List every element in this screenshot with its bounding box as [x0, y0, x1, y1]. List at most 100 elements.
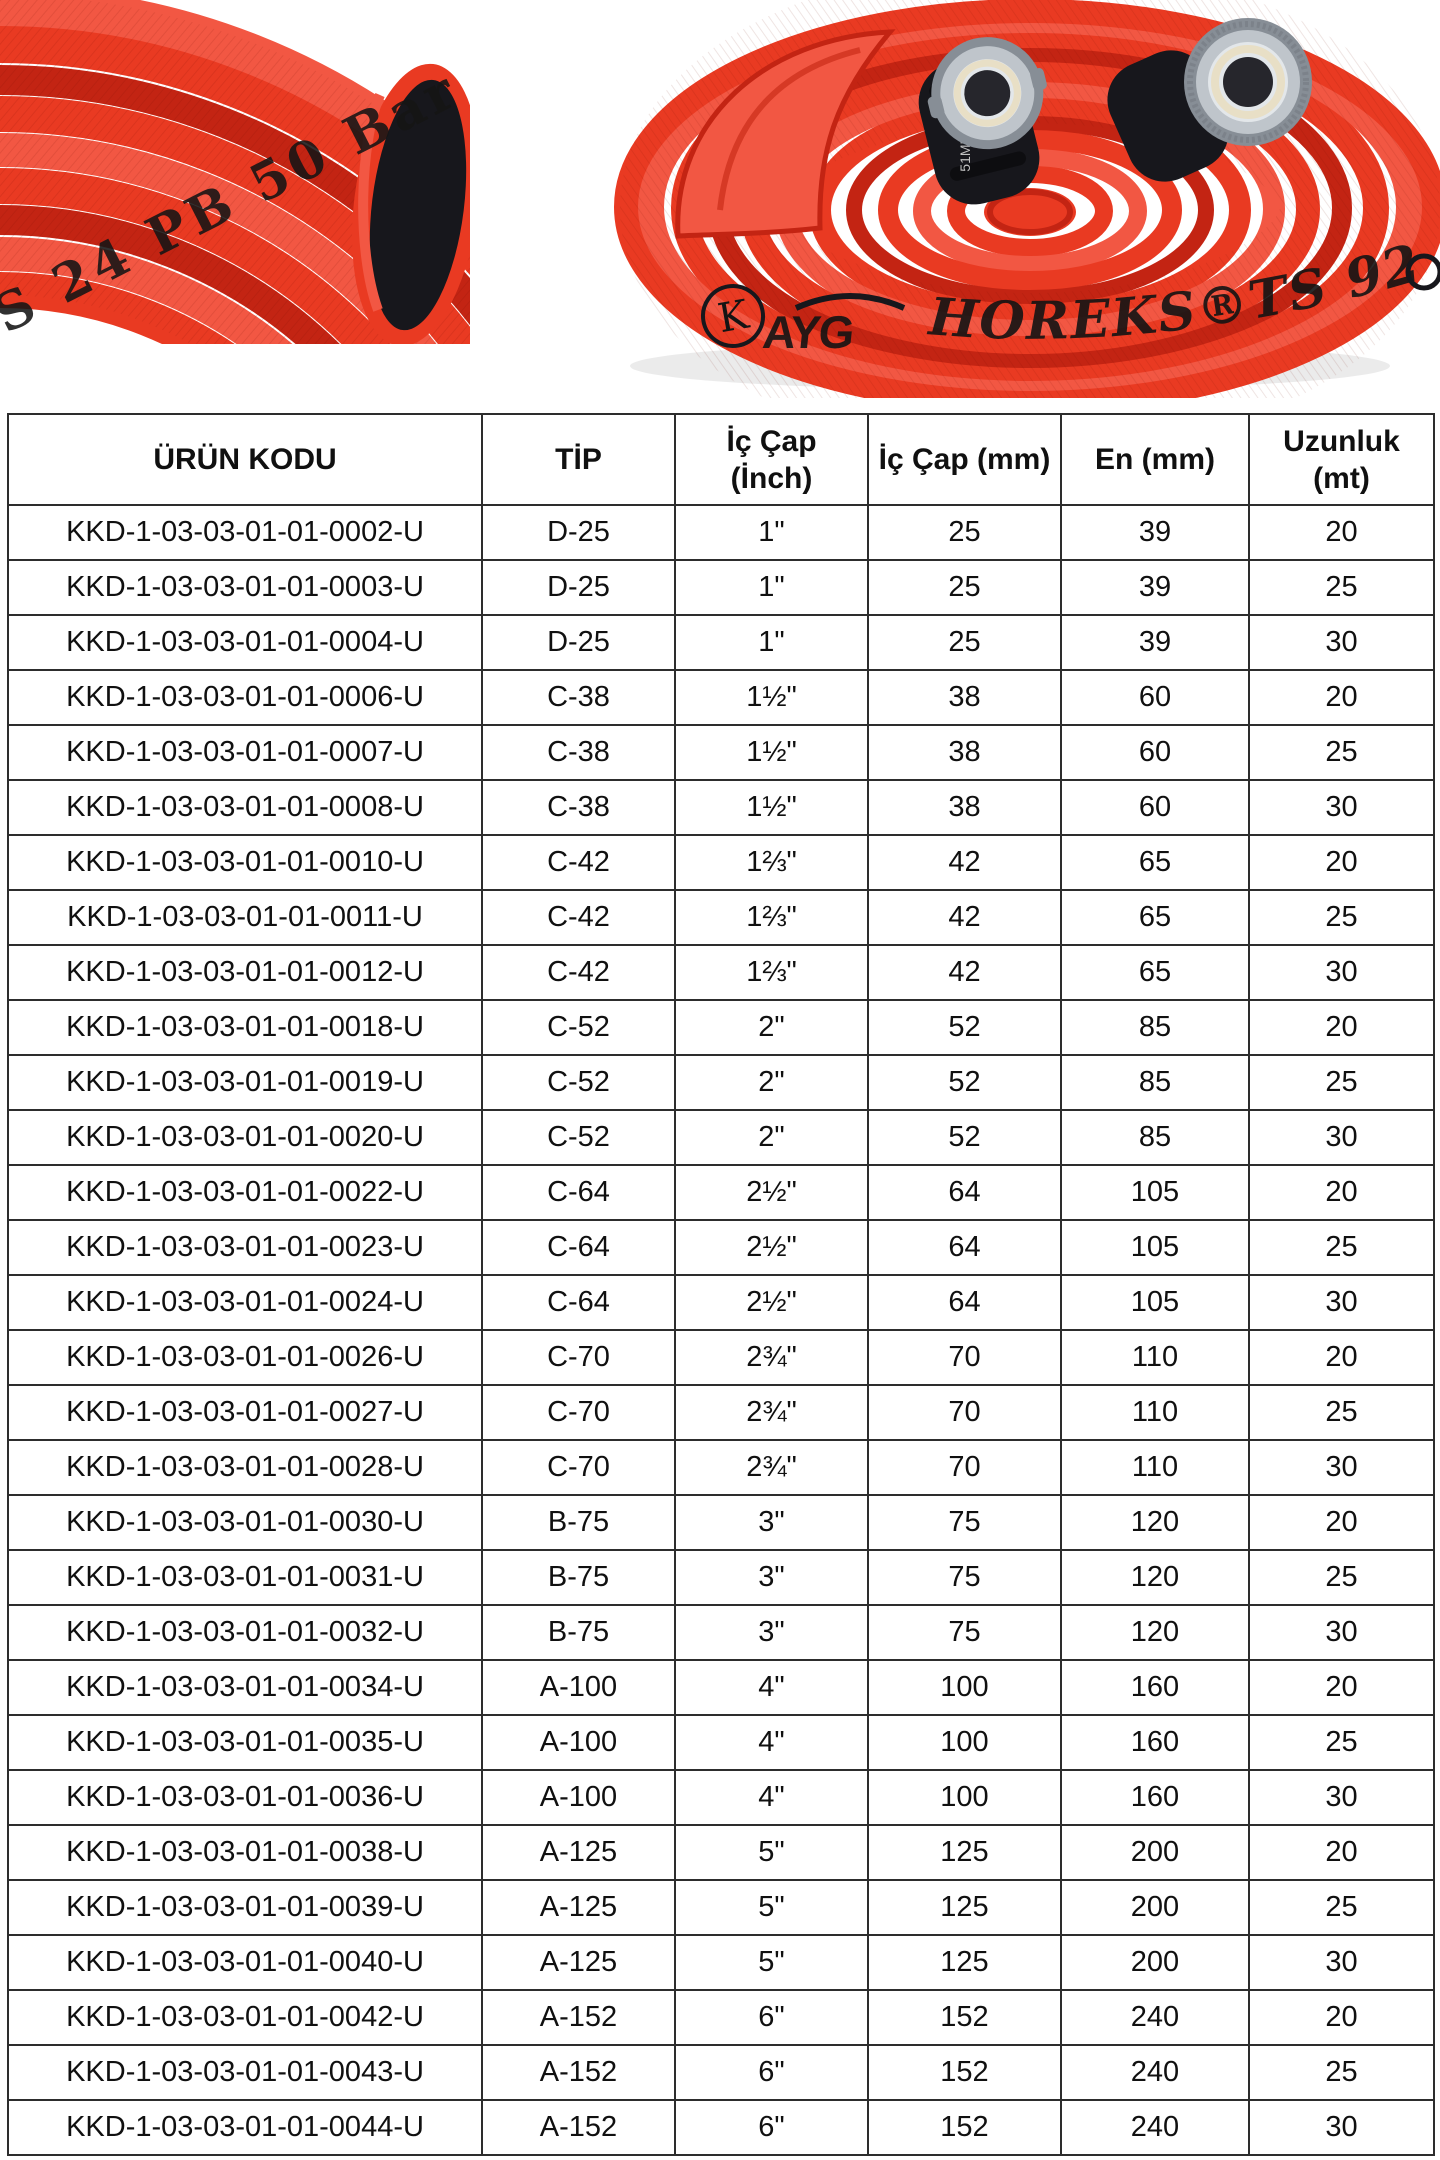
cell-type: A-152 [481, 1989, 676, 2046]
cell-inner-diameter-inch: 2¾" [674, 1439, 869, 1496]
table-row: KKD-1-03-03-01-01-0039-U A-125 5" 125 20… [7, 1879, 1435, 1936]
cell-width-mm: 65 [1060, 944, 1250, 1001]
cell-inner-diameter-inch: 3" [674, 1604, 869, 1661]
table-row: KKD-1-03-03-01-01-0026-U C-70 2¾" 70 110… [7, 1329, 1435, 1386]
cell-product-code: KKD-1-03-03-01-01-0007-U [7, 724, 483, 781]
header-length-mt: Uzunluk (mt) [1248, 413, 1435, 506]
cell-inner-diameter-mm: 52 [867, 1054, 1062, 1111]
table-row: KKD-1-03-03-01-01-0022-U C-64 2½" 64 105… [7, 1164, 1435, 1221]
cell-product-code: KKD-1-03-03-01-01-0032-U [7, 1604, 483, 1661]
table-row: KKD-1-03-03-01-01-0020-U C-52 2" 52 85 3… [7, 1109, 1435, 1166]
header-width-mm: En (mm) [1060, 413, 1250, 506]
cell-width-mm: 120 [1060, 1494, 1250, 1551]
table-row: KKD-1-03-03-01-01-0030-U B-75 3" 75 120 … [7, 1494, 1435, 1551]
cell-inner-diameter-mm: 100 [867, 1714, 1062, 1771]
cell-length-mt: 20 [1248, 504, 1435, 561]
cell-type: A-100 [481, 1769, 676, 1826]
cell-product-code: KKD-1-03-03-01-01-0035-U [7, 1714, 483, 1771]
cell-length-mt: 20 [1248, 669, 1435, 726]
cell-inner-diameter-mm: 125 [867, 1879, 1062, 1936]
cell-width-mm: 105 [1060, 1274, 1250, 1331]
cell-length-mt: 30 [1248, 1604, 1435, 1661]
cell-length-mt: 25 [1248, 1054, 1435, 1111]
table-row: KKD-1-03-03-01-01-0042-U A-152 6" 152 24… [7, 1989, 1435, 2046]
hose-coupling-right [1107, 18, 1312, 182]
cell-width-mm: 200 [1060, 1934, 1250, 1991]
header-inner-diameter-mm: İç Çap (mm) [867, 413, 1062, 506]
cell-inner-diameter-inch: 1⅔" [674, 889, 869, 946]
table-row: KKD-1-03-03-01-01-0038-U A-125 5" 125 20… [7, 1824, 1435, 1881]
cell-type: A-125 [481, 1824, 676, 1881]
cell-product-code: KKD-1-03-03-01-01-0019-U [7, 1054, 483, 1111]
cell-inner-diameter-mm: 42 [867, 889, 1062, 946]
cell-width-mm: 60 [1060, 779, 1250, 836]
cell-type: D-25 [481, 614, 676, 671]
table-row: KKD-1-03-03-01-01-0006-U C-38 1½" 38 60 … [7, 669, 1435, 726]
cell-length-mt: 25 [1248, 889, 1435, 946]
cell-width-mm: 160 [1060, 1769, 1250, 1826]
cell-length-mt: 30 [1248, 1274, 1435, 1331]
cell-length-mt: 20 [1248, 1329, 1435, 1386]
cell-inner-diameter-mm: 70 [867, 1439, 1062, 1496]
product-spec-table: ÜRÜN KODU TİP İç Çap (İnch) İç Çap (mm) … [7, 413, 1435, 2156]
table-row: KKD-1-03-03-01-01-0008-U C-38 1½" 38 60 … [7, 779, 1435, 836]
cell-inner-diameter-mm: 100 [867, 1659, 1062, 1716]
cell-length-mt: 20 [1248, 1164, 1435, 1221]
cell-product-code: KKD-1-03-03-01-01-0030-U [7, 1494, 483, 1551]
header-product-code: ÜRÜN KODU [7, 413, 483, 506]
cell-type: C-64 [481, 1164, 676, 1221]
cell-inner-diameter-mm: 42 [867, 944, 1062, 1001]
cell-length-mt: 20 [1248, 1494, 1435, 1551]
cell-type: A-152 [481, 2044, 676, 2101]
cell-length-mt: 20 [1248, 834, 1435, 891]
cell-product-code: KKD-1-03-03-01-01-0012-U [7, 944, 483, 1001]
cell-inner-diameter-mm: 75 [867, 1549, 1062, 1606]
cell-product-code: KKD-1-03-03-01-01-0018-U [7, 999, 483, 1056]
cell-inner-diameter-mm: 25 [867, 559, 1062, 616]
header-length-mt-line1: Uzunluk [1283, 424, 1400, 458]
cell-inner-diameter-inch: 2" [674, 1054, 869, 1111]
cell-product-code: KKD-1-03-03-01-01-0031-U [7, 1549, 483, 1606]
cell-length-mt: 20 [1248, 1989, 1435, 2046]
cell-type: D-25 [481, 504, 676, 561]
cell-width-mm: 160 [1060, 1714, 1250, 1771]
cell-inner-diameter-mm: 125 [867, 1824, 1062, 1881]
cell-inner-diameter-mm: 38 [867, 779, 1062, 836]
cell-product-code: KKD-1-03-03-01-01-0026-U [7, 1329, 483, 1386]
cell-inner-diameter-inch: 4" [674, 1714, 869, 1771]
cell-width-mm: 120 [1060, 1604, 1250, 1661]
table-row: KKD-1-03-03-01-01-0036-U A-100 4" 100 16… [7, 1769, 1435, 1826]
cell-length-mt: 30 [1248, 1109, 1435, 1166]
cell-product-code: KKD-1-03-03-01-01-0006-U [7, 669, 483, 726]
cell-width-mm: 200 [1060, 1824, 1250, 1881]
cell-inner-diameter-inch: 1⅔" [674, 834, 869, 891]
cell-inner-diameter-inch: 6" [674, 2044, 869, 2101]
cell-inner-diameter-inch: 3" [674, 1494, 869, 1551]
cell-product-code: KKD-1-03-03-01-01-0036-U [7, 1769, 483, 1826]
cell-type: C-42 [481, 944, 676, 1001]
cell-type: C-70 [481, 1329, 676, 1386]
cell-length-mt: 30 [1248, 1439, 1435, 1496]
cell-width-mm: 200 [1060, 1879, 1250, 1936]
cell-type: B-75 [481, 1549, 676, 1606]
cell-product-code: KKD-1-03-03-01-01-0038-U [7, 1824, 483, 1881]
svg-text:AYG: AYG [760, 306, 855, 358]
table-body: KKD-1-03-03-01-01-0002-U D-25 1" 25 39 2… [7, 504, 1435, 2156]
table-row: KKD-1-03-03-01-01-0028-U C-70 2¾" 70 110… [7, 1439, 1435, 1496]
cell-width-mm: 60 [1060, 669, 1250, 726]
cell-product-code: KKD-1-03-03-01-01-0028-U [7, 1439, 483, 1496]
cell-width-mm: 65 [1060, 834, 1250, 891]
cell-inner-diameter-inch: 1½" [674, 669, 869, 726]
cell-width-mm: 39 [1060, 559, 1250, 616]
table-row: KKD-1-03-03-01-01-0010-U C-42 1⅔" 42 65 … [7, 834, 1435, 891]
cell-product-code: KKD-1-03-03-01-01-0008-U [7, 779, 483, 836]
cell-length-mt: 25 [1248, 1219, 1435, 1276]
cell-inner-diameter-inch: 4" [674, 1659, 869, 1716]
cell-type: A-100 [481, 1714, 676, 1771]
cell-inner-diameter-inch: 1½" [674, 724, 869, 781]
table-row: KKD-1-03-03-01-01-0024-U C-64 2½" 64 105… [7, 1274, 1435, 1331]
cell-type: C-70 [481, 1439, 676, 1496]
cell-inner-diameter-inch: 1½" [674, 779, 869, 836]
cell-type: A-125 [481, 1879, 676, 1936]
